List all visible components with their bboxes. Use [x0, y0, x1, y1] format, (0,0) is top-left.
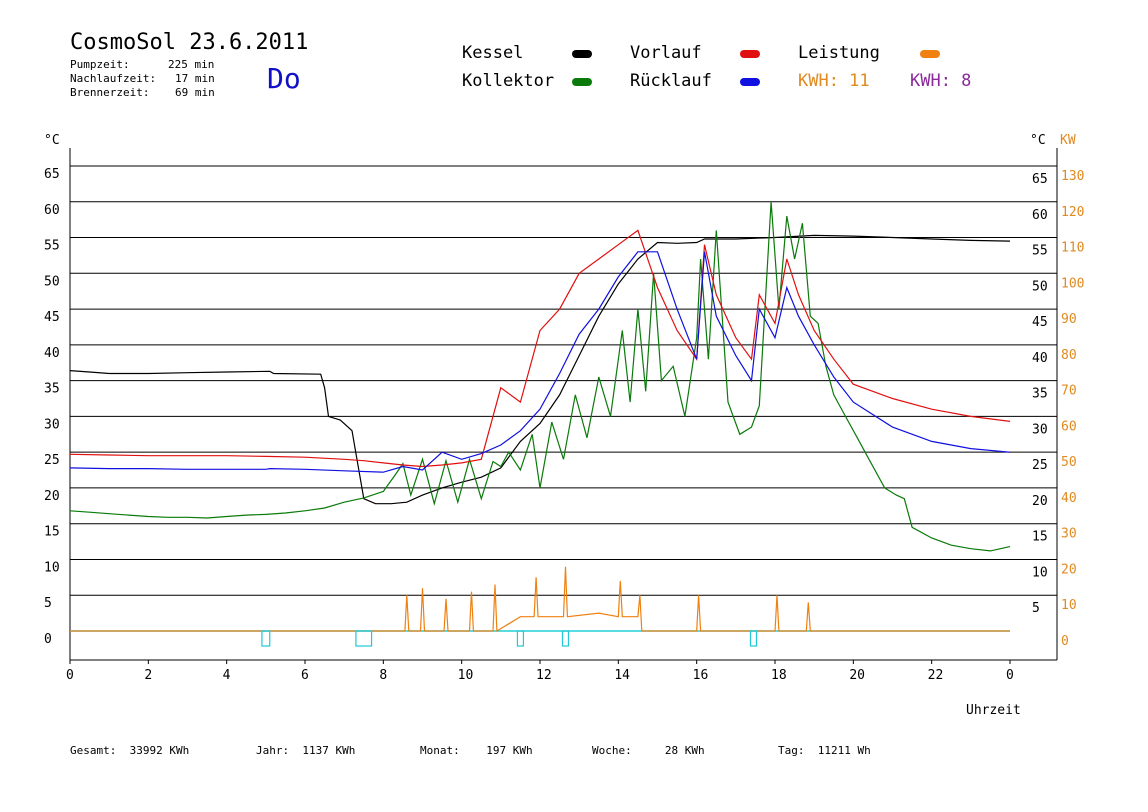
footer-woche: Woche: 28 KWh: [592, 744, 705, 757]
legend-vorlauf-swatch: [740, 50, 760, 58]
y-tick-right: 50: [1032, 279, 1048, 294]
footer-gesamt: Gesamt: 33992 KWh: [70, 744, 190, 757]
legend-kollektor-swatch: [572, 78, 592, 86]
stat-brennerzeit-label: Brennerzeit:: [70, 86, 150, 99]
left-unit-label: °C: [44, 133, 60, 148]
pump-marker: [355, 630, 373, 647]
legend-leistung-swatch: [920, 50, 940, 58]
legend-vorlauf-label: Vorlauf: [630, 43, 702, 63]
x-tick-label: 6: [301, 668, 309, 683]
x-tick-label: 16: [693, 668, 709, 683]
y-tick-right: 15: [1032, 530, 1048, 545]
series-line-kessel: [69, 234, 1011, 505]
x-tick-label: 20: [849, 668, 865, 683]
x-tick-label: 18: [771, 668, 787, 683]
legend-kessel-label: Kessel: [462, 43, 524, 63]
y-tick-left: 10: [44, 560, 60, 575]
series-line-leistung: [70, 566, 1010, 633]
y-tick-right: 25: [1032, 458, 1048, 473]
y-tick-kw: 80: [1061, 348, 1077, 363]
right-unit-label: °C: [1030, 133, 1046, 148]
y-tick-kw: 100: [1061, 276, 1084, 291]
y-tick-right: 20: [1032, 494, 1048, 509]
series-line-kollektor: [69, 201, 1011, 552]
series-line-vorlauf: [69, 229, 1011, 468]
legend-kollektor-label: Kollektor: [462, 71, 555, 91]
y-tick-right: 40: [1032, 351, 1048, 366]
x-tick-label: 10: [458, 668, 474, 683]
y-tick-right: 35: [1032, 387, 1048, 402]
footer-tag: Tag: 11211 Wh: [778, 744, 871, 757]
y-tick-kw: 20: [1061, 562, 1077, 577]
stat-brennerzeit-value: 69 min: [175, 86, 215, 99]
pump-marker: [561, 630, 570, 647]
y-tick-left: 60: [44, 203, 60, 218]
pump-marker: [749, 630, 758, 647]
x-tick-label: 8: [379, 668, 387, 683]
legend-ruecklauf-label: Rücklauf: [630, 71, 712, 91]
kw-unit-label: KW: [1060, 133, 1076, 148]
legend-kessel-swatch: [572, 50, 592, 58]
y-tick-left: 15: [44, 525, 60, 540]
y-tick-left: 50: [44, 274, 60, 289]
x-tick-label: 14: [614, 668, 630, 683]
x-tick-label: 4: [223, 668, 231, 683]
y-tick-kw: 110: [1061, 241, 1084, 256]
legend-kwh-1: KWH: 11: [798, 71, 870, 91]
stat-pumpzeit-label: Pumpzeit:: [70, 58, 130, 71]
y-tick-left: 25: [44, 453, 60, 468]
legend-ruecklauf-swatch: [740, 78, 760, 86]
y-tick-kw: 130: [1061, 169, 1084, 184]
y-tick-left: 40: [44, 346, 60, 361]
y-tick-kw: 60: [1061, 419, 1077, 434]
y-tick-left: 0: [44, 632, 52, 647]
stat-pumpzeit-value: 225 min: [168, 58, 215, 71]
weekday-label: Do: [267, 62, 301, 95]
x-axis-title: Uhrzeit: [966, 703, 1021, 718]
x-tick-label: 22: [928, 668, 944, 683]
x-tick-label: 12: [536, 668, 552, 683]
y-tick-kw: 10: [1061, 598, 1077, 613]
legend-leistung-label: Leistung: [798, 43, 880, 63]
y-tick-right: 5: [1032, 601, 1040, 616]
y-tick-left: 35: [44, 382, 60, 397]
y-tick-kw: 70: [1061, 384, 1077, 399]
footer-jahr: Jahr: 1137 KWh: [256, 744, 356, 757]
y-tick-left: 5: [44, 596, 52, 611]
stat-nachlaufzeit-label: Nachlaufzeit:: [70, 72, 157, 85]
y-tick-right: 55: [1032, 244, 1048, 259]
y-tick-right: 65: [1032, 172, 1048, 187]
y-tick-left: 65: [44, 167, 60, 182]
y-tick-right: 45: [1032, 315, 1048, 330]
chart-title: CosmoSol 23.6.2011: [70, 30, 309, 55]
footer-monat: Monat: 197 KWh: [420, 744, 533, 757]
y-tick-left: 55: [44, 239, 60, 254]
y-tick-right: 10: [1032, 565, 1048, 580]
y-tick-kw: 40: [1061, 491, 1077, 506]
y-tick-left: 45: [44, 310, 60, 325]
x-tick-label: 2: [144, 668, 152, 683]
y-tick-kw: 30: [1061, 527, 1077, 542]
y-tick-kw: 0: [1061, 634, 1069, 649]
pump-marker: [261, 630, 271, 647]
y-tick-kw: 120: [1061, 205, 1084, 220]
y-tick-left: 20: [44, 489, 60, 504]
y-tick-right: 60: [1032, 208, 1048, 223]
y-tick-right: 30: [1032, 422, 1048, 437]
x-tick-label: 0: [66, 668, 74, 683]
stat-nachlaufzeit-value: 17 min: [175, 72, 215, 85]
y-tick-left: 30: [44, 417, 60, 432]
y-tick-kw: 50: [1061, 455, 1077, 470]
series-line-rcklauf: [69, 251, 1011, 473]
legend-kwh-2: KWH: 8: [910, 71, 972, 91]
pump-marker: [516, 630, 525, 647]
x-tick-label: 0: [1006, 668, 1014, 683]
y-tick-kw: 90: [1061, 312, 1077, 327]
